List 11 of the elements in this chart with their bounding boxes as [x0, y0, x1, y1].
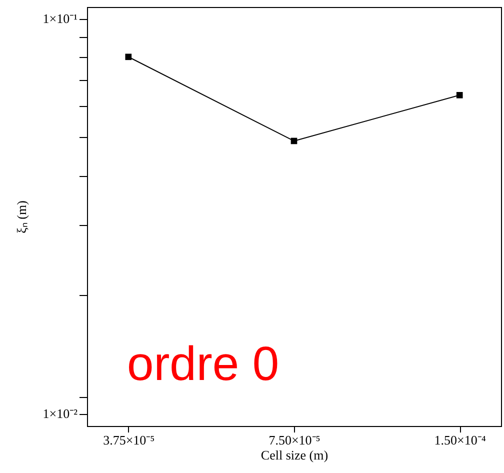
annotation: ordre 0 [127, 338, 280, 391]
y-tick-label: 1×10⁻¹ [42, 11, 78, 26]
point [290, 138, 298, 144]
point [456, 92, 463, 98]
x-tick-label: 1.50×10⁻⁴ [434, 432, 486, 448]
x-axis-title: Cell size (m) [260, 448, 328, 462]
point [125, 54, 132, 60]
y-axis-title: ξₙ (m) [14, 200, 29, 234]
x-tick-label: 7.50×10⁻⁵ [268, 432, 320, 448]
x-tick-label: 3.75×10⁻⁵ [103, 432, 155, 448]
y-tick-label: 1×10⁻² [42, 406, 78, 422]
